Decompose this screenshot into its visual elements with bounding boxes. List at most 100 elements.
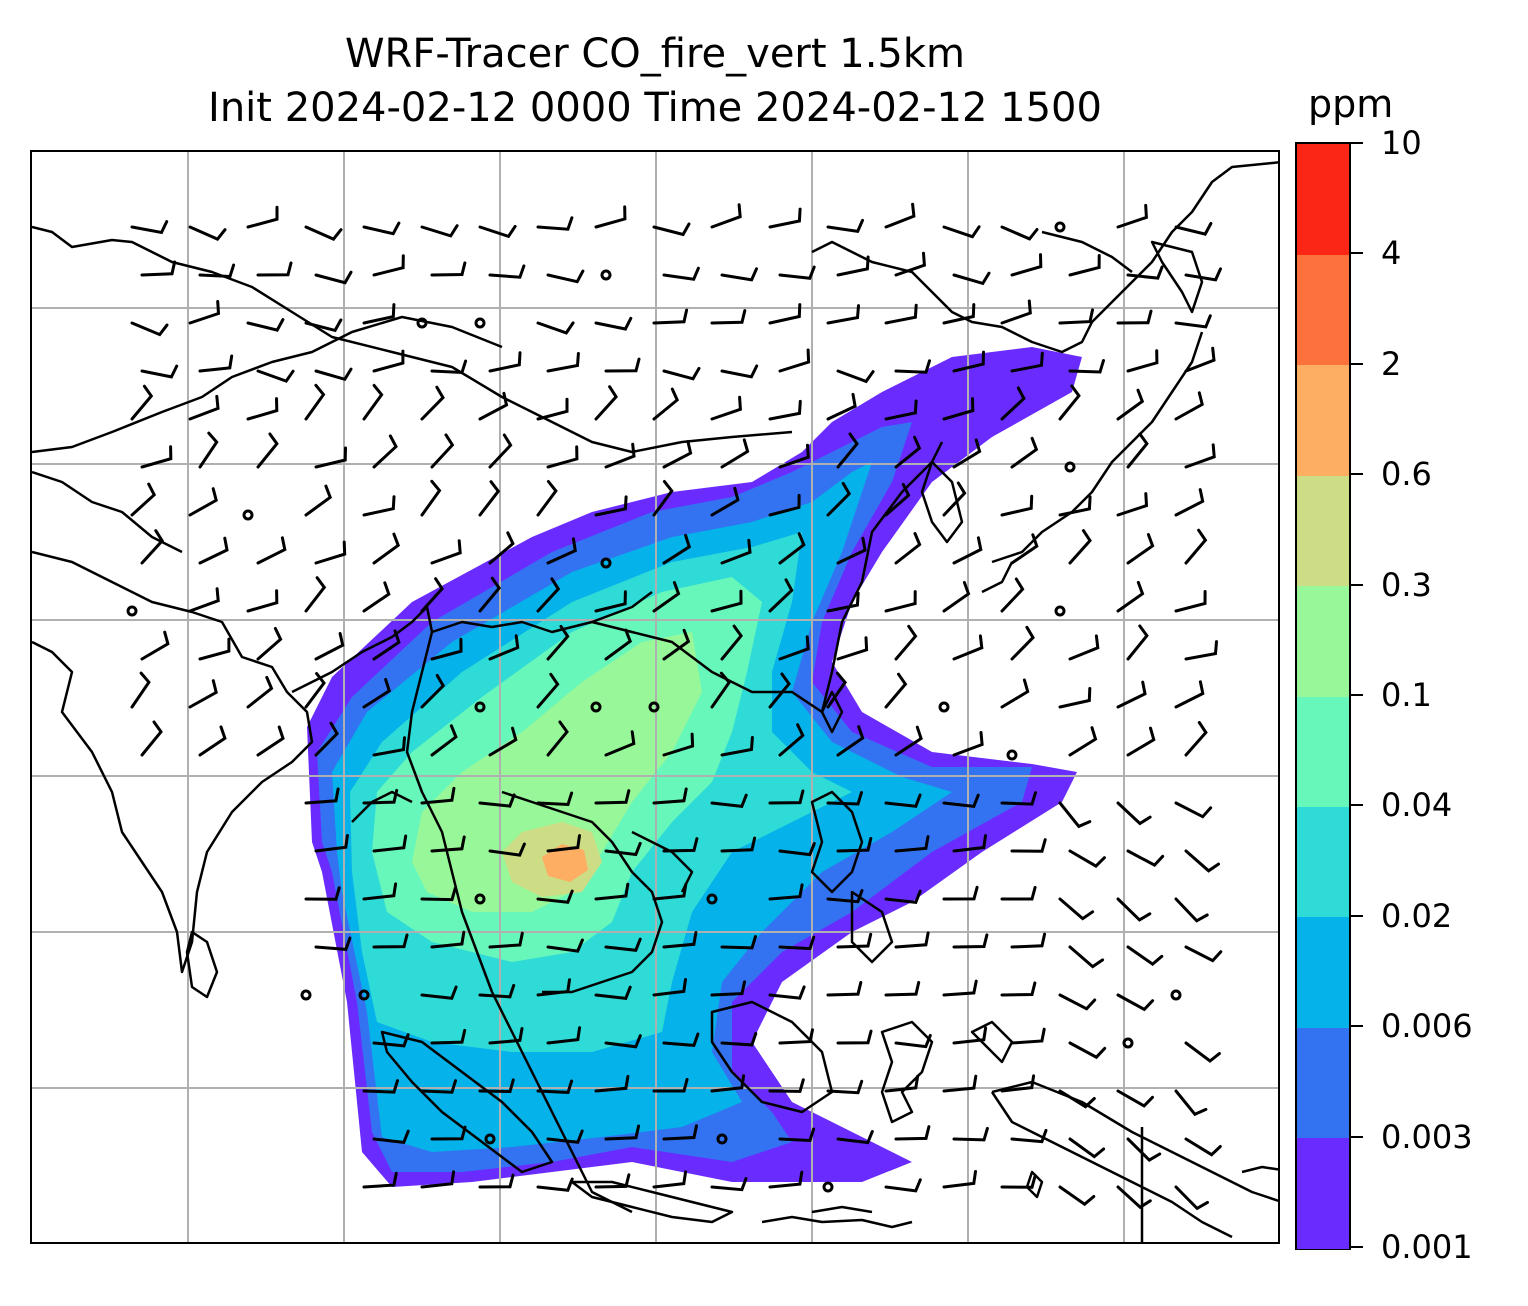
wind-barb bbox=[246, 397, 279, 421]
wind-barb bbox=[884, 1074, 920, 1093]
wind-barb bbox=[420, 385, 445, 421]
wind-barb bbox=[1010, 436, 1039, 469]
wind-barb bbox=[430, 930, 466, 949]
wind-barb bbox=[188, 225, 227, 241]
wind-barb bbox=[942, 979, 978, 997]
wind-barb bbox=[536, 397, 569, 421]
wind-barb bbox=[198, 354, 234, 373]
wind-barb bbox=[652, 787, 688, 805]
wind-barb bbox=[430, 637, 463, 661]
wind-barb bbox=[478, 480, 501, 517]
wind-barb bbox=[546, 269, 585, 284]
wind-barb bbox=[198, 431, 219, 469]
wind-barb bbox=[488, 726, 518, 757]
wind-barb bbox=[1126, 432, 1149, 469]
wind-barb bbox=[1000, 678, 1030, 709]
wind-barb bbox=[372, 1033, 410, 1048]
wind-barb bbox=[1000, 885, 1037, 901]
wind-barb bbox=[536, 672, 560, 709]
wind-barb bbox=[604, 730, 636, 757]
tracer-field bbox=[307, 347, 1082, 1187]
wind-barb bbox=[1126, 726, 1156, 757]
wind-barb bbox=[256, 261, 293, 277]
wind-barb bbox=[1010, 1027, 1046, 1045]
wind-barb bbox=[362, 581, 391, 613]
wind-barb bbox=[362, 882, 398, 901]
wind-barb bbox=[826, 671, 847, 709]
wind-barb bbox=[1058, 801, 1092, 829]
wind-barb bbox=[604, 1124, 641, 1141]
wind-barb bbox=[952, 536, 983, 565]
wind-barb bbox=[952, 271, 991, 286]
wind-barb bbox=[188, 300, 221, 325]
wind-barb bbox=[884, 1178, 922, 1193]
colorbar-tick-label: 4 bbox=[1381, 234, 1402, 273]
wind-barb bbox=[826, 304, 860, 325]
tracer-band-0.1 bbox=[412, 632, 702, 912]
wind-barb bbox=[894, 835, 930, 853]
wind-barb bbox=[246, 675, 274, 709]
wind-barb bbox=[1068, 634, 1100, 661]
wind-barb bbox=[826, 218, 864, 234]
wind-barb bbox=[1126, 849, 1165, 867]
wind-barb bbox=[420, 577, 444, 613]
wind-barb bbox=[198, 725, 227, 757]
wind-barb bbox=[314, 446, 347, 469]
wind-barb bbox=[942, 793, 980, 809]
colorbar-tick bbox=[1351, 1135, 1363, 1138]
wind-barb bbox=[652, 1170, 688, 1189]
map-panel[interactable] bbox=[30, 150, 1280, 1244]
wind-barb bbox=[256, 536, 287, 565]
wind-barb bbox=[952, 438, 982, 469]
wind-barb bbox=[768, 399, 802, 421]
wind-barb bbox=[430, 835, 466, 853]
wind-barb bbox=[942, 397, 975, 421]
colorbar-tick bbox=[1351, 1246, 1363, 1248]
wind-barb bbox=[1184, 721, 1208, 757]
map-canvas bbox=[32, 152, 1278, 1242]
wind-barb bbox=[652, 581, 681, 613]
wind-barb bbox=[1058, 1185, 1096, 1207]
wind-barb bbox=[884, 889, 922, 905]
wind-barb bbox=[1126, 265, 1164, 280]
wind-barb bbox=[362, 1079, 399, 1094]
colorbar-unit: ppm bbox=[1308, 82, 1394, 126]
wind-barb bbox=[372, 254, 405, 277]
wind-barb bbox=[198, 263, 236, 279]
calm-wind-marker bbox=[416, 317, 428, 329]
wind-barb bbox=[1000, 577, 1025, 613]
wind-barb bbox=[894, 725, 923, 757]
wind-barb bbox=[710, 980, 746, 997]
wind-barb bbox=[372, 532, 401, 565]
wind-barb bbox=[478, 1173, 515, 1189]
wind-barb bbox=[546, 352, 580, 373]
colorbar-tick bbox=[1351, 914, 1363, 917]
wind-barb bbox=[536, 978, 571, 997]
wind-barb bbox=[256, 369, 295, 383]
wind-barb bbox=[604, 1034, 642, 1049]
wind-barb bbox=[1116, 801, 1152, 826]
wind-barb bbox=[1116, 203, 1148, 229]
wind-barb bbox=[188, 394, 220, 421]
wind-barb bbox=[778, 635, 810, 661]
wind-barb bbox=[130, 482, 157, 517]
wind-barb bbox=[1174, 590, 1207, 613]
wind-barb bbox=[1000, 1174, 1037, 1189]
wind-barb bbox=[710, 1177, 748, 1192]
wind-barb bbox=[826, 481, 852, 517]
wind-barb bbox=[140, 364, 179, 379]
wind-barb bbox=[546, 834, 581, 853]
wind-barb bbox=[778, 443, 810, 469]
wind-barb bbox=[372, 933, 409, 949]
wind-barb bbox=[952, 731, 984, 757]
wind-barb bbox=[362, 788, 399, 805]
wind-barb bbox=[314, 540, 347, 565]
wind-barb bbox=[710, 1074, 746, 1093]
wind-barb bbox=[140, 445, 173, 469]
wind-barb bbox=[1126, 945, 1164, 966]
colorbar-tick bbox=[1351, 142, 1363, 144]
wind-barb bbox=[478, 1078, 515, 1094]
wind-barb bbox=[546, 537, 577, 565]
wind-barb bbox=[536, 577, 561, 613]
colorbar-segment bbox=[1297, 1027, 1349, 1139]
